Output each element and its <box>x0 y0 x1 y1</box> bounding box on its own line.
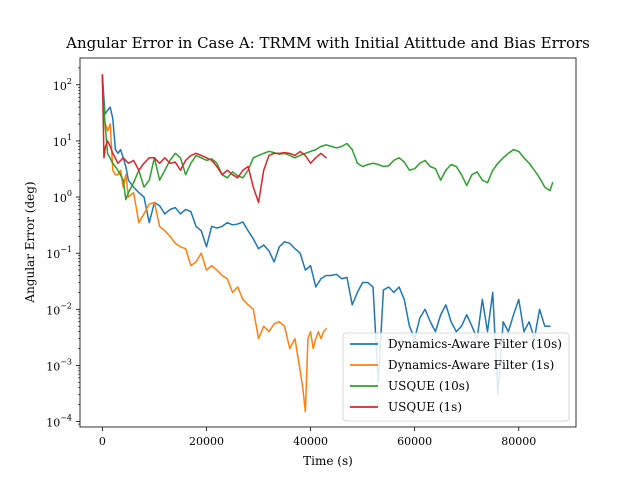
y-axis-label: Angular Error (deg) <box>23 181 37 303</box>
y-tick-label: 100 <box>53 189 72 205</box>
y-axis: 10−4 10−3 10−2 10−1 100 101 102 <box>46 67 80 430</box>
legend-label-4: USQUE (1s) <box>388 400 462 414</box>
legend[interactable]: Dynamics-Aware Filter (10s) Dynamics-Awar… <box>342 332 570 422</box>
plot-frame <box>79 57 577 428</box>
x-tick-label: 0 <box>99 435 106 448</box>
legend-label-3: USQUE (10s) <box>388 379 470 393</box>
x-tick-label: 20000 <box>189 435 224 448</box>
series-line-3 <box>101 77 554 201</box>
y-tick-label: 102 <box>53 77 72 93</box>
y-tick-label: 10−3 <box>46 357 72 373</box>
legend-label-1: Dynamics-Aware Filter (10s) <box>388 337 562 351</box>
legend-label-2: Dynamics-Aware Filter (1s) <box>388 358 554 372</box>
y-tick-label: 10−4 <box>46 414 72 430</box>
x-axis-label: Time (s) <box>303 454 353 468</box>
series-line-2 <box>101 79 327 413</box>
x-axis: 0 20000 40000 60000 80000 <box>99 427 536 448</box>
plot-area <box>101 74 554 413</box>
legend-box <box>342 332 570 422</box>
x-tick-label: 80000 <box>501 435 536 448</box>
chart-title: Angular Error in Case A: TRMM with Initi… <box>65 34 590 52</box>
x-tick-label: 60000 <box>397 435 432 448</box>
y-tick-label: 10−2 <box>46 301 72 317</box>
x-tick-label: 40000 <box>293 435 328 448</box>
y-tick-label: 101 <box>53 133 72 149</box>
y-tick-label: 10−1 <box>46 245 72 261</box>
series-line-4 <box>101 74 327 204</box>
